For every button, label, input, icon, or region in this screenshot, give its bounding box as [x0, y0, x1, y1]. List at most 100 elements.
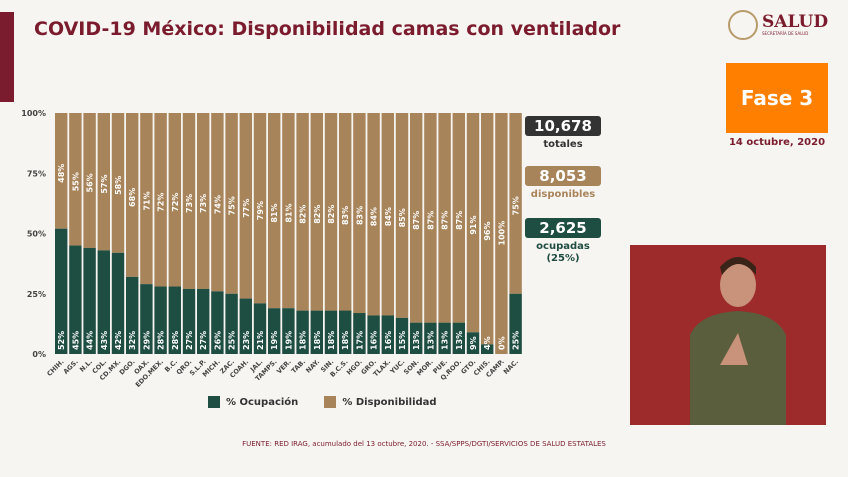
label-disponibilidad: 57%: [100, 175, 109, 194]
label-ocupacion: 27%: [185, 331, 194, 350]
label-ocupacion: 27%: [199, 331, 208, 350]
bar-disponibilidad: [154, 113, 167, 287]
bar-ocupacion: [140, 284, 153, 354]
label-disponibilidad: 83%: [341, 206, 350, 225]
label-disponibilidad: 77%: [242, 199, 251, 218]
label-disponibilidad: 55%: [71, 172, 80, 191]
x-tick-label: DGO.: [118, 358, 137, 377]
label-disponibilidad: 85%: [398, 208, 407, 227]
label-ocupacion: 9%: [469, 336, 478, 350]
bar-disponibilidad: [182, 113, 196, 289]
bar-ocupacion: [253, 303, 267, 354]
stat-available-label: disponibles: [530, 189, 596, 200]
legend-swatch: [208, 396, 220, 408]
bar-ocupacion: [481, 344, 494, 354]
bar-disponibilidad: [211, 113, 224, 292]
bar-disponibilidad: [69, 113, 82, 246]
bar-ocupacion: [225, 293, 238, 354]
bar-ocupacion: [69, 245, 82, 354]
bar-disponibilidad: [324, 113, 338, 311]
label-disponibilidad: 82%: [327, 205, 336, 224]
bar-ocupacion: [197, 288, 210, 354]
sign-language-interpreter-video: [630, 245, 826, 425]
label-ocupacion: 15%: [398, 331, 407, 350]
bar-ocupacion: [154, 286, 167, 354]
legend-label: % Ocupación: [226, 397, 299, 408]
bar-disponibilidad: [466, 113, 480, 333]
bar-disponibilidad: [395, 113, 409, 318]
report-date: 14 octubre, 2020: [728, 137, 826, 148]
bar-disponibilidad: [225, 113, 238, 294]
x-tick-label: NAY.: [304, 358, 321, 375]
stat-occupied-pct: (25%): [546, 253, 580, 264]
bar-ocupacion: [182, 288, 196, 354]
bar-disponibilidad: [381, 113, 394, 316]
bar-ocupacion: [324, 310, 338, 354]
label-ocupacion: 16%: [370, 331, 379, 350]
bar-disponibilidad: [424, 113, 437, 323]
bar-disponibilidad: [140, 113, 153, 285]
bar-ocupacion: [424, 322, 437, 354]
label-disponibilidad: 75%: [228, 196, 237, 215]
label-ocupacion: 13%: [441, 331, 450, 350]
label-ocupacion: 45%: [71, 331, 80, 350]
label-ocupacion: 21%: [256, 331, 265, 350]
bar-ocupacion: [410, 322, 423, 354]
label-disponibilidad: 87%: [441, 211, 450, 230]
y-tick-label: 0%: [32, 350, 46, 359]
label-disponibilidad: 72%: [157, 193, 166, 212]
legend-occupied: % Ocupación: [208, 396, 298, 408]
label-disponibilidad: 68%: [128, 188, 137, 207]
bar-ocupacion: [168, 286, 181, 354]
label-disponibilidad: 87%: [412, 211, 421, 230]
label-disponibilidad: 73%: [185, 194, 194, 213]
x-tick-label: YUC.: [388, 358, 407, 377]
accent-bar: [0, 12, 14, 102]
label-ocupacion: 52%: [57, 331, 66, 350]
bar-ocupacion: [381, 315, 394, 354]
bar-disponibilidad: [509, 113, 522, 294]
label-disponibilidad: 73%: [199, 194, 208, 213]
bar-disponibilidad: [111, 113, 125, 253]
label-ocupacion: 18%: [341, 331, 350, 350]
bar-disponibilidad: [438, 113, 451, 323]
label-disponibilidad: 81%: [284, 203, 293, 222]
bar-ocupacion: [211, 291, 224, 354]
stat-available-value: 8,053: [525, 166, 601, 186]
legend: % Ocupación % Disponibilidad: [208, 396, 437, 408]
stat-total-label: totales: [543, 139, 583, 150]
label-ocupacion: 19%: [284, 331, 293, 350]
label-ocupacion: 32%: [128, 331, 137, 350]
bar-disponibilidad: [83, 113, 96, 248]
label-disponibilidad: 96%: [483, 222, 492, 241]
bar-disponibilidad: [97, 113, 110, 251]
bar-disponibilidad: [282, 113, 295, 309]
bar-disponibilidad: [353, 113, 366, 314]
phase-badge: Fase 3: [726, 63, 828, 133]
bar-disponibilidad: [339, 113, 352, 314]
bar-disponibilidad: [410, 113, 423, 323]
x-tick-label: HGO.: [345, 358, 364, 377]
y-tick-label: 75%: [27, 169, 46, 178]
y-tick-label: 25%: [27, 290, 46, 299]
bar-disponibilidad: [367, 113, 380, 316]
bar-ocupacion: [239, 298, 252, 354]
label-ocupacion: 29%: [142, 331, 151, 350]
source-note: FUENTE: RED IRAG, acumulado del 13 octub…: [242, 440, 606, 448]
label-ocupacion: 13%: [426, 331, 435, 350]
label-disponibilidad: 72%: [171, 193, 180, 212]
bar-disponibilidad: [55, 113, 68, 229]
label-ocupacion: 16%: [384, 331, 393, 350]
label-disponibilidad: 71%: [142, 191, 151, 210]
seal-icon: [728, 10, 758, 40]
bar-ocupacion: [509, 293, 522, 354]
label-disponibilidad: 81%: [270, 203, 279, 222]
label-ocupacion: 18%: [299, 331, 308, 350]
label-ocupacion: 44%: [86, 331, 95, 350]
bar-ocupacion: [126, 276, 139, 354]
bar-disponibilidad: [452, 113, 465, 323]
stat-occupied: 2,625 ocupadas (25%): [525, 218, 601, 265]
x-tick-label: NAC.: [502, 358, 520, 376]
label-disponibilidad: 82%: [299, 205, 308, 224]
